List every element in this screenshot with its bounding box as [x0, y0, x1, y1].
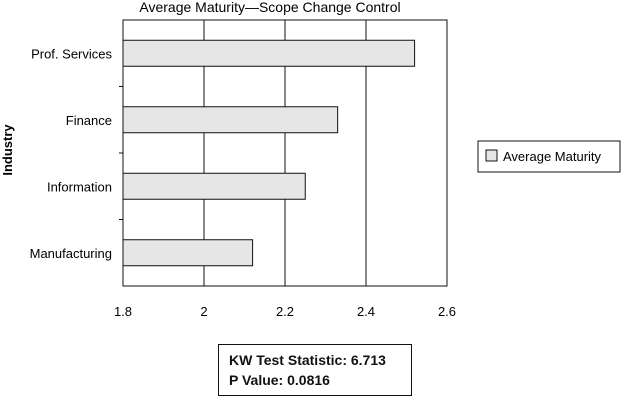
x-tick-label: 2.4 [357, 304, 375, 319]
chart-title: Average Maturity—Scope Change Control [139, 0, 400, 15]
bar [122, 172, 306, 200]
bars [122, 39, 416, 267]
x-axis-ticks: 1.8 2 2.2 2.4 2.6 [114, 304, 456, 319]
x-tick-label: 2 [200, 304, 207, 319]
category-label: Information [47, 179, 112, 194]
kw-stats-box: KW Test Statistic: 6.713 P Value: 0.0816 [218, 344, 412, 396]
x-tick-label: 2.6 [438, 304, 456, 319]
legend-swatch [485, 149, 498, 162]
category-label: Manufacturing [30, 246, 112, 261]
legend-frame [477, 140, 621, 173]
bar [122, 106, 339, 134]
p-value: P Value: 0.0816 [229, 372, 330, 388]
x-tick-label: 1.8 [114, 304, 132, 319]
kw-test-statistic: KW Test Statistic: 6.713 [229, 352, 386, 368]
x-tick-label: 2.2 [276, 304, 294, 319]
legend-label: Average Maturity [503, 149, 602, 164]
category-label: Finance [66, 113, 112, 128]
legend: Average Maturity [477, 140, 621, 173]
y-axis-label: Industry [0, 124, 15, 176]
category-label: Prof. Services [31, 46, 112, 61]
bar [122, 239, 254, 267]
bar [122, 39, 416, 67]
category-labels: Prof. Services Finance Information Manufact… [30, 46, 123, 261]
